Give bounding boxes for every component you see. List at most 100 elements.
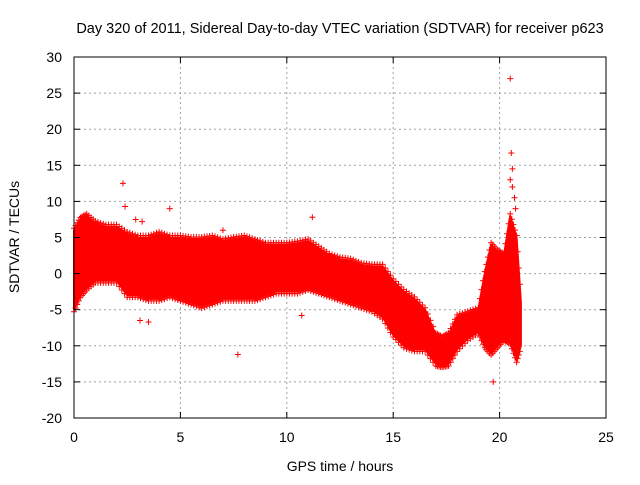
data-point-marker — [430, 323, 437, 330]
data-point-marker — [227, 234, 234, 241]
data-point-marker — [137, 295, 144, 302]
data-point-marker — [331, 296, 338, 303]
y-tick-label: -15 — [42, 374, 62, 390]
data-point-marker — [209, 232, 216, 239]
data-point-marker — [398, 283, 405, 290]
data-point-marker — [254, 296, 261, 303]
data-point-marker — [347, 255, 354, 262]
data-point-marker — [315, 290, 322, 297]
data-point-marker — [158, 296, 165, 303]
data-point-marker — [476, 333, 483, 340]
data-point-marker — [206, 302, 213, 309]
data-point-marker — [514, 248, 521, 255]
data-point-marker — [472, 305, 479, 312]
data-point-marker — [326, 250, 333, 257]
data-point-marker — [400, 344, 407, 351]
chart-title: Day 320 of 2011, Sidereal Day-to-day VTE… — [76, 21, 603, 37]
data-point-marker — [419, 301, 426, 308]
y-axis-label: SDTVAR / TECUs — [6, 181, 22, 293]
data-point-marker — [217, 235, 224, 242]
y-tick-label: 30 — [46, 49, 62, 65]
data-point-marker — [390, 333, 397, 340]
data-point-marker — [153, 229, 160, 236]
outlier-marker — [512, 205, 519, 212]
data-point-marker — [337, 297, 343, 304]
data-point-marker — [459, 310, 466, 317]
data-point-marker — [97, 219, 104, 226]
outlier-marker — [511, 194, 518, 201]
data-point-marker — [467, 307, 474, 314]
data-point-marker — [451, 316, 458, 323]
data-point-marker — [339, 298, 346, 305]
data-point-marker — [313, 289, 320, 296]
data-point-marker — [219, 236, 226, 243]
data-point-marker — [355, 304, 362, 311]
data-point-marker — [392, 336, 399, 343]
y-tick-label: 10 — [46, 193, 62, 209]
data-point-marker — [387, 329, 394, 336]
x-tick-label: 20 — [492, 429, 508, 445]
data-point-marker — [297, 289, 304, 296]
x-axis-label: GPS time / hours — [287, 458, 394, 474]
data-point-marker — [177, 297, 184, 304]
data-point-marker — [478, 337, 485, 344]
data-point-marker — [384, 324, 391, 331]
outlier-marker — [509, 165, 516, 172]
data-point-marker — [180, 298, 187, 305]
data-point-marker — [267, 292, 274, 299]
y-tick-label: 15 — [46, 157, 62, 173]
data-point-marker — [126, 229, 133, 236]
data-point-marker — [347, 301, 354, 308]
data-point-marker — [188, 301, 195, 308]
data-point-marker — [113, 279, 120, 286]
data-point-marker — [449, 355, 456, 362]
data-point-marker — [214, 299, 221, 306]
data-point-marker — [124, 228, 131, 235]
data-point-marker — [148, 231, 155, 238]
data-point-marker — [249, 235, 256, 242]
data-point-marker — [462, 309, 469, 316]
data-point-marker — [514, 355, 521, 362]
data-point-marker — [74, 301, 81, 308]
y-tick-label: 0 — [54, 266, 62, 282]
data-point-marker — [294, 238, 301, 245]
x-tick-label: 10 — [279, 429, 295, 445]
y-tick-label: -20 — [42, 410, 62, 426]
data-point-marker — [161, 296, 168, 303]
data-point-marker — [211, 233, 218, 240]
y-tick-label: -5 — [50, 302, 63, 318]
data-point-marker — [156, 228, 163, 235]
data-point-marker — [510, 221, 517, 228]
data-point-marker — [257, 237, 264, 244]
data-point-marker — [464, 308, 471, 315]
data-point-marker — [182, 299, 189, 306]
data-point-marker — [462, 340, 469, 347]
data-point-marker — [504, 230, 511, 237]
data-point-marker — [156, 297, 163, 304]
data-point-marker — [251, 236, 258, 243]
data-point-marker — [427, 355, 434, 362]
x-axis-ticks: 0 5 10 15 20 25 — [70, 57, 614, 445]
data-point-marker — [116, 283, 123, 290]
data-point-marker — [334, 296, 341, 303]
outlier-marker — [139, 218, 146, 225]
data-point-marker — [94, 218, 101, 225]
data-point-marker — [360, 305, 367, 312]
outlier-marker — [166, 205, 173, 212]
data-point-marker — [384, 268, 391, 275]
data-point-marker — [366, 307, 373, 314]
data-point-marker — [75, 297, 82, 304]
data-point-marker — [342, 299, 349, 306]
data-point-marker — [243, 233, 250, 240]
data-layer — [71, 75, 523, 385]
data-point-marker — [505, 220, 512, 227]
data-point-marker — [350, 256, 357, 263]
data-point-marker — [350, 302, 357, 309]
y-tick-label: 25 — [46, 85, 62, 101]
data-point-marker — [323, 293, 330, 300]
data-point-marker — [406, 346, 413, 353]
data-point-marker — [430, 359, 437, 366]
data-point-marker — [456, 345, 463, 352]
outlier-marker — [219, 227, 226, 234]
